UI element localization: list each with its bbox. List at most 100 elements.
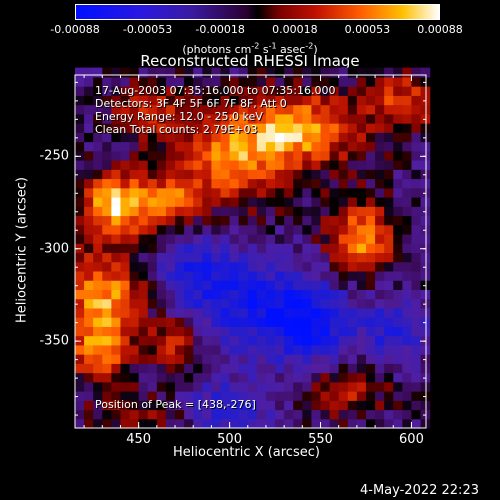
heatmap-cell	[411, 409, 422, 420]
heatmap-cell	[111, 233, 122, 244]
heatmap-cell	[284, 344, 294, 355]
heatmap-cell	[402, 400, 413, 411]
heatmap-cell	[320, 381, 331, 392]
heatmap-cell	[220, 391, 231, 401]
heatmap-cell	[165, 113, 176, 124]
heatmap-cell	[293, 160, 303, 170]
heatmap-cell	[375, 104, 385, 115]
heatmap-cell	[93, 307, 103, 318]
heatmap-cell	[238, 400, 249, 411]
heatmap-cell	[156, 86, 167, 96]
heatmap-cell	[256, 67, 267, 78]
heatmap-cell	[302, 243, 313, 254]
heatmap-cell	[75, 196, 85, 207]
heatmap-cell	[284, 123, 294, 133]
heatmap-cell	[75, 243, 85, 254]
heatmap-cell	[320, 187, 331, 198]
heatmap-cell	[393, 354, 403, 364]
heatmap-cell	[138, 344, 149, 355]
heatmap-cell	[184, 160, 194, 170]
heatmap-cell	[329, 224, 340, 235]
heatmap-cell	[165, 409, 176, 420]
heatmap-cell	[102, 86, 112, 96]
heatmap-cell	[102, 160, 112, 170]
heatmap-cell	[411, 261, 422, 272]
heatmap-cell	[393, 86, 403, 96]
heatmap-cell	[256, 233, 267, 244]
heatmap-cell	[402, 178, 413, 189]
heatmap-cell	[293, 391, 303, 401]
heatmap-cell	[356, 141, 367, 152]
heatmap-cell	[175, 317, 185, 327]
heatmap-cell	[138, 141, 149, 152]
heatmap-cell	[175, 335, 185, 346]
heatmap-cell	[365, 344, 376, 355]
heatmap-cell	[220, 178, 231, 189]
heatmap-cell	[211, 243, 222, 254]
heatmap-cell	[138, 335, 149, 346]
heatmap-cell	[411, 141, 422, 152]
heatmap-cell	[211, 344, 222, 355]
x-axis-label: Heliocentric X (arcsec)	[173, 445, 320, 460]
heatmap-cell	[329, 95, 340, 106]
heatmap-cell	[320, 391, 331, 401]
heatmap-cell	[275, 354, 285, 364]
heatmap-cell	[211, 326, 222, 337]
heatmap-cell	[284, 141, 294, 152]
heatmap-cell	[293, 206, 303, 217]
heatmap-cell	[165, 67, 176, 78]
heatmap-cell	[184, 206, 194, 217]
heatmap-cell	[402, 363, 413, 374]
heatmap-cell	[256, 261, 267, 272]
heatmap-cell	[411, 104, 422, 115]
heatmap-cell	[375, 280, 385, 290]
heatmap-cell	[302, 280, 313, 290]
heatmap-cell	[265, 67, 276, 78]
heatmap-cell	[138, 233, 149, 244]
heatmap-cell	[193, 307, 203, 318]
heatmap-cell	[147, 372, 158, 383]
heatmap-cell	[311, 224, 322, 235]
heatmap-cell	[265, 206, 276, 217]
heatmap-cell	[411, 252, 422, 263]
heatmap-cell	[165, 363, 176, 374]
heatmap-cell	[229, 233, 240, 244]
heatmap-cell	[247, 335, 258, 346]
heatmap-cell	[365, 280, 376, 290]
colorbar	[75, 4, 440, 20]
heatmap-cell	[165, 123, 176, 133]
heatmap-cell	[129, 354, 140, 364]
heatmap-cell	[356, 215, 367, 226]
heatmap-cell	[229, 178, 240, 189]
heatmap-cell	[329, 261, 340, 272]
heatmap-cell	[338, 67, 349, 78]
heatmap-cell	[156, 169, 167, 180]
heatmap-cell	[356, 418, 367, 429]
heatmap-cell	[129, 289, 140, 300]
heatmap-cell	[420, 289, 431, 300]
heatmap-cell	[202, 344, 212, 355]
heatmap-cell	[111, 95, 122, 106]
heatmap-cell	[375, 196, 385, 207]
heatmap-cell	[120, 123, 131, 133]
heatmap-cell	[193, 409, 203, 420]
heatmap-cell	[93, 418, 103, 429]
heatmap-cell	[165, 252, 176, 263]
heatmap-cell	[156, 104, 167, 115]
heatmap-cell	[275, 317, 285, 327]
heatmap-cell	[75, 261, 85, 272]
heatmap-cell	[329, 391, 340, 401]
heatmap-cell	[265, 132, 276, 143]
heatmap-cell	[311, 76, 322, 87]
heatmap-cell	[356, 307, 367, 318]
heatmap-cell	[238, 354, 249, 364]
heatmap-cell	[375, 113, 385, 124]
heatmap-cell	[375, 418, 385, 429]
heatmap-cell	[329, 243, 340, 254]
heatmap-cell	[120, 363, 131, 374]
heatmap-cell	[275, 196, 285, 207]
heatmap-cell	[384, 289, 394, 300]
heatmap-cell	[229, 104, 240, 115]
heatmap-cell	[147, 354, 158, 364]
heatmap-cell	[202, 298, 212, 309]
